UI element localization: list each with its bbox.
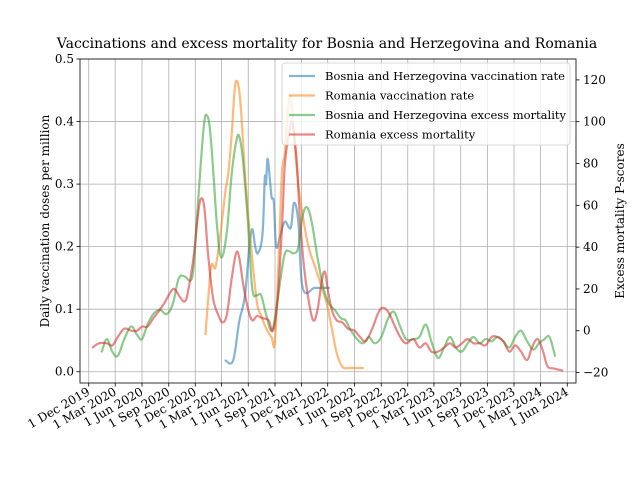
left-axis-label: Daily vaccination doses per million xyxy=(38,114,52,327)
right-tick-label: 60 xyxy=(583,198,598,212)
series-line-romania-excess-mortality xyxy=(91,120,564,372)
left-tick-label: 0.1 xyxy=(55,302,74,316)
legend-label: Romania vaccination rate xyxy=(325,89,474,103)
legend-label: Bosnia and Herzegovina vaccination rate xyxy=(325,69,565,83)
series-line-bosnia-and-herzegovina-excess-mortality xyxy=(100,113,557,360)
right-axis-label: Excess mortality P-scores xyxy=(613,143,627,298)
left-axis: 0.0 0.1 0.2 0.3 0.4 0.5 xyxy=(55,52,80,379)
legend: Bosnia and Herzegovina vaccination rate R… xyxy=(281,62,571,146)
right-tick-label: 100 xyxy=(583,115,606,129)
left-tick-label: 0.2 xyxy=(55,240,74,254)
right-axis: −20 0 20 40 60 80 100 120 xyxy=(576,73,608,380)
right-tick-label: 20 xyxy=(583,282,598,296)
left-tick-label: 0.4 xyxy=(55,115,74,129)
series-layer xyxy=(91,79,564,372)
right-tick-label: −20 xyxy=(583,366,608,380)
right-tick-label: 80 xyxy=(583,157,598,171)
right-tick-label: 0 xyxy=(583,324,591,338)
legend-box xyxy=(281,62,571,146)
right-tick-label: 40 xyxy=(583,240,598,254)
legend-label: Bosnia and Herzegovina excess mortality xyxy=(325,108,567,122)
left-tick-label: 0.3 xyxy=(55,177,74,191)
series-line-romania-vaccination-rate xyxy=(204,79,364,370)
right-tick-label: 120 xyxy=(583,73,606,87)
left-tick-label: 0.0 xyxy=(55,365,74,379)
chart-title: Vaccinations and excess mortality for Bo… xyxy=(56,36,597,52)
legend-label: Romania excess mortality xyxy=(325,128,476,142)
left-tick-label: 0.5 xyxy=(55,52,74,66)
